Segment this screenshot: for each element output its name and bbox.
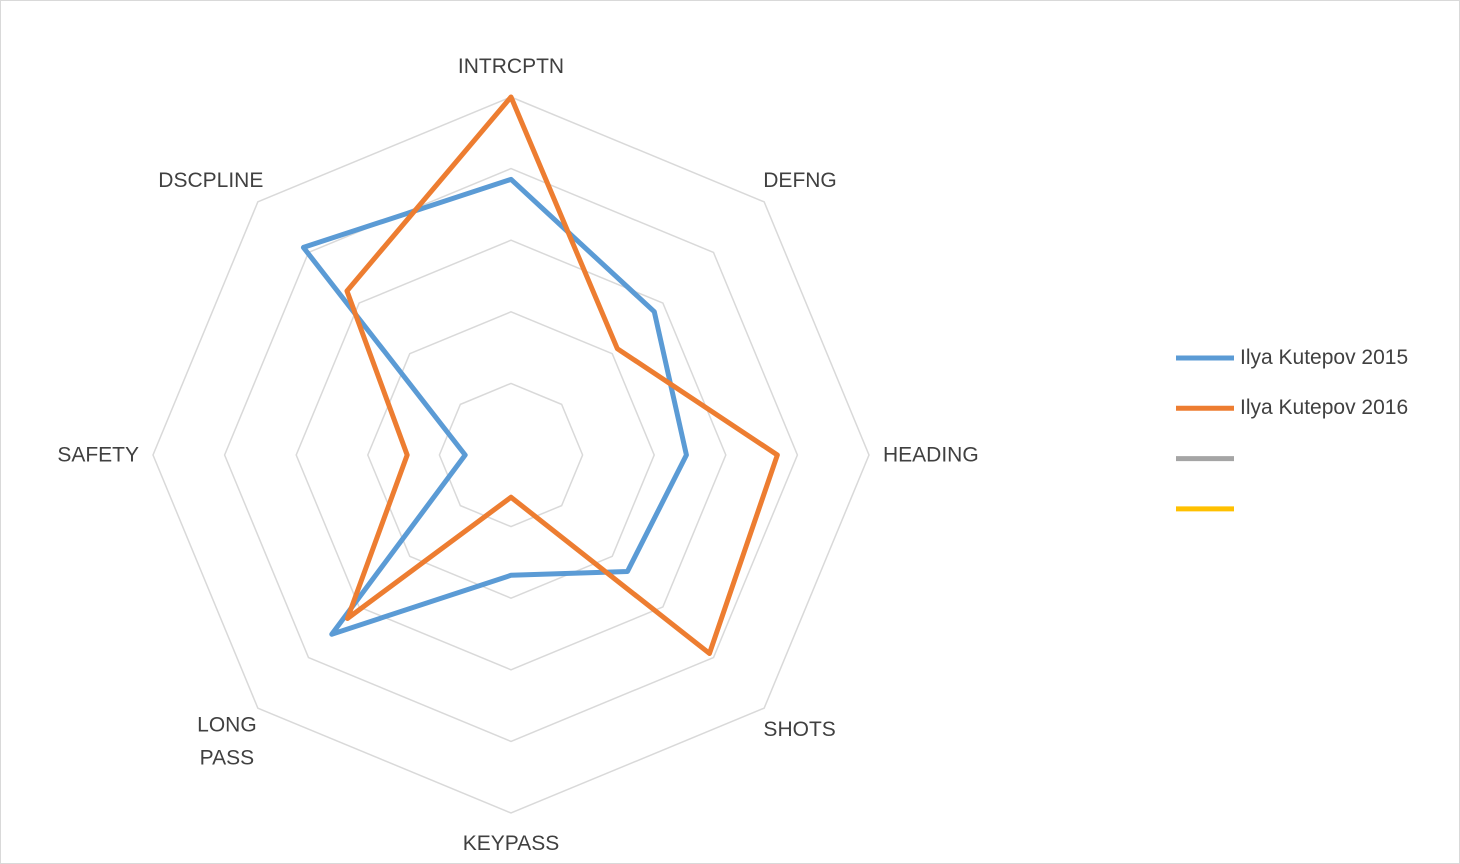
- grid-ring: [223, 167, 799, 743]
- grid-ring: [366, 310, 656, 600]
- grid-ring: [295, 239, 727, 671]
- legend-label: Ilya Kutepov 2016: [1240, 396, 1409, 420]
- legend-label: Ilya Kutepov 2015: [1240, 346, 1409, 369]
- axis-label: DEFNG: [763, 168, 837, 192]
- axis-label: LONG PASS: [197, 713, 257, 770]
- axis-label: INTRCPTN: [457, 55, 565, 78]
- axis-label: SAFETY: [57, 443, 139, 467]
- grid-ring: [438, 382, 584, 528]
- axis-label: KEYPASS: [462, 832, 560, 855]
- grid-ring: [152, 96, 870, 814]
- series-line: [344, 94, 780, 656]
- axis-label: HEADING: [883, 443, 979, 467]
- axis-label: SHOTS: [763, 718, 836, 742]
- axis-label: DSCPLINE: [158, 168, 264, 192]
